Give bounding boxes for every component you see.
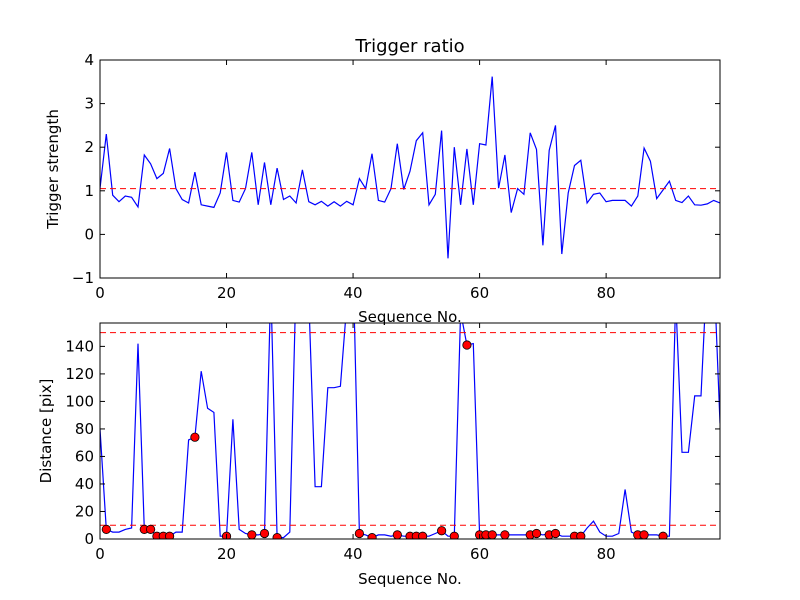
top-y-tick-label: 4	[84, 51, 94, 69]
top-y-tick-label: 1	[84, 182, 94, 200]
bottom-y-tick-label: 80	[75, 420, 94, 438]
bottom-data-point	[259, 528, 270, 539]
top-series-layer	[100, 76, 720, 259]
bottom-data-point	[367, 533, 377, 539]
bottom-x-tick-label: 40	[344, 545, 363, 563]
bottom-x-tick-label: 80	[597, 545, 616, 563]
bottom-data-point	[639, 530, 649, 539]
bottom-data-point	[272, 533, 282, 539]
bottom-series-layer	[100, 323, 720, 539]
top-ylabel: Trigger strength	[44, 109, 62, 230]
top-x-tick-label: 80	[597, 284, 616, 302]
bottom-data-point	[576, 531, 586, 539]
bottom-data-point	[500, 530, 510, 539]
top-x-tick-label: 60	[470, 284, 489, 302]
bottom-data-point	[354, 528, 364, 539]
top-series-line	[100, 76, 720, 259]
bottom-data-point	[247, 530, 257, 539]
top-x-tick-label: 0	[95, 284, 105, 302]
bottom-y-tick-label: 140	[65, 337, 94, 355]
bottom-y-tick-label: 40	[75, 475, 94, 493]
bottom-data-point	[190, 432, 200, 442]
bottom-ticks-layer: 0 20 40 60 80 0 20 40 60 80 100 120 140	[65, 323, 720, 563]
top-x-tick-label: 20	[217, 284, 236, 302]
top-xlabel: Sequence No.	[358, 308, 462, 326]
bottom-data-point	[146, 524, 156, 534]
bottom-data-point	[449, 531, 459, 539]
top-plot-frame	[99, 59, 721, 279]
bottom-data-point	[658, 531, 668, 539]
bottom-y-tick-label: 100	[65, 392, 94, 410]
bottom-data-point	[418, 531, 428, 539]
bottom-data-point	[437, 526, 447, 536]
top-y-tick-label: 3	[84, 95, 94, 113]
bottom-data-point	[392, 530, 402, 539]
bottom-data-point	[487, 530, 497, 539]
bottom-x-tick-label: 20	[217, 545, 236, 563]
bottom-plot-frame	[99, 322, 721, 540]
bottom-x-tick-label: 0	[95, 545, 105, 563]
bottom-data-point	[164, 531, 175, 539]
bottom-data-point	[550, 528, 561, 539]
top-y-tick-label: −1	[72, 269, 94, 287]
top-y-tick-label: 2	[84, 138, 94, 156]
bottom-data-point	[462, 340, 472, 350]
top-y-tick-label: 0	[84, 225, 94, 243]
bottom-ylabel: Distance [pix]	[37, 379, 55, 484]
bottom-data-point	[101, 524, 111, 534]
bottom-y-tick-label: 120	[65, 365, 94, 383]
bottom-x-tick-label: 60	[470, 545, 489, 563]
bottom-plot: 0 20 40 60 80 0 20 40 60 80 100 120 140 Sequence No.…	[37, 322, 721, 588]
bottom-data-point	[531, 528, 542, 539]
top-x-tick-label: 40	[344, 284, 363, 302]
bottom-xlabel: Sequence No.	[358, 570, 462, 588]
bottom-y-tick-label: 60	[75, 447, 94, 465]
bottom-y-tick-label: 20	[75, 502, 94, 520]
top-plot-title: Trigger ratio	[354, 36, 464, 57]
bottom-y-tick-label: 0	[84, 530, 94, 548]
